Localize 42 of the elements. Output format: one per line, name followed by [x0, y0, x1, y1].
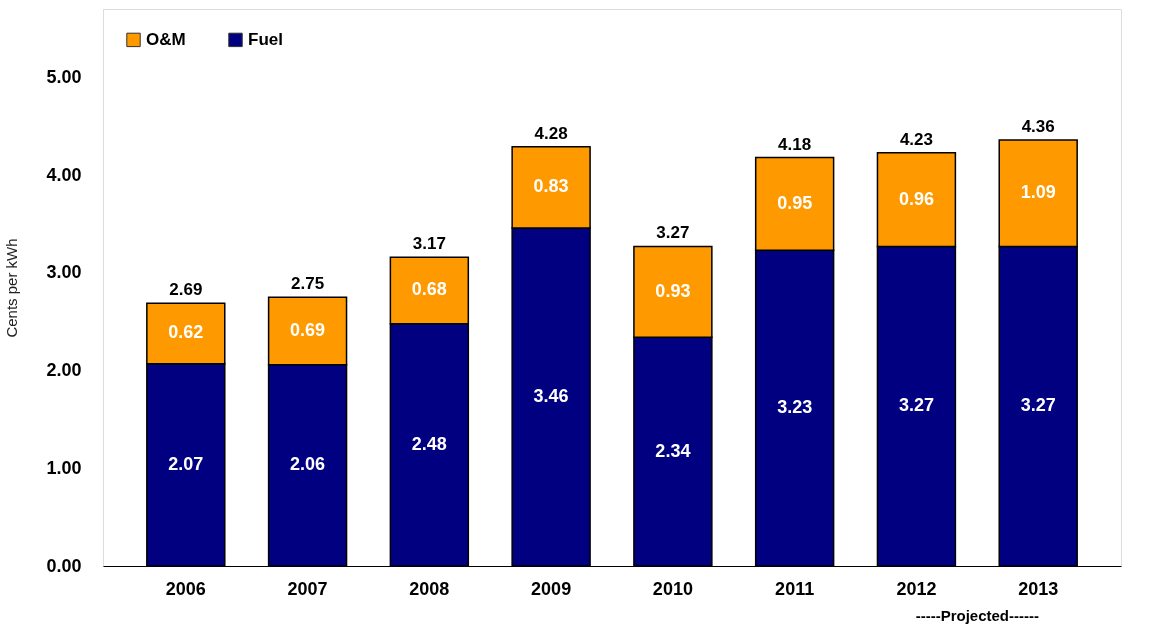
data-label: 1.09	[1020, 182, 1056, 203]
total-label: 4.23	[899, 129, 933, 149]
data-label: 3.23	[777, 397, 813, 418]
total-label: 4.28	[534, 123, 568, 143]
total-label: 4.18	[778, 134, 812, 154]
text: -----Projected------	[915, 607, 1039, 624]
legend-label: O&M	[146, 29, 186, 49]
x-tick-label: 2008	[409, 578, 450, 599]
data-label: 2.48	[411, 433, 447, 454]
data-label: 3.27	[1020, 395, 1056, 416]
y-tick-label: 4.00	[46, 164, 82, 185]
data-label: 2.06	[290, 454, 326, 475]
total-label: 3.27	[656, 223, 690, 243]
data-label: 3.27	[898, 395, 934, 416]
data-label: 0.68	[411, 279, 447, 300]
y-tick-label: 1.00	[46, 457, 82, 478]
y-tick-label: 2.00	[46, 360, 82, 381]
total-label: 4.36	[1021, 116, 1055, 136]
data-label: 3.46	[533, 385, 569, 406]
x-tick-label: 2007	[287, 578, 328, 599]
y-tick-label: 0.00	[46, 555, 82, 576]
legend-label: Fuel	[248, 29, 283, 49]
total-label: 2.69	[169, 280, 203, 300]
data-label: 0.95	[777, 192, 813, 213]
total-label: 2.75	[291, 274, 325, 294]
data-label: 0.69	[290, 319, 326, 340]
total-label: 3.17	[412, 234, 446, 254]
data-label: 0.93	[655, 280, 691, 301]
data-label: 0.83	[533, 176, 569, 197]
x-tick-label: 2009	[531, 578, 572, 599]
data-label: 0.62	[168, 322, 204, 343]
x-tick-label: 2011	[775, 578, 815, 599]
y-tick-label: 5.00	[46, 66, 82, 87]
x-tick-label: 2013	[1018, 578, 1059, 599]
data-label: 0.96	[898, 188, 934, 209]
x-tick-label: 2010	[652, 578, 693, 599]
data-label: 2.34	[655, 440, 691, 461]
y-axis-title: Cents per kWh	[3, 238, 21, 338]
y-tick-label: 3.00	[46, 262, 82, 283]
x-tick-label: 2012	[896, 578, 937, 599]
data-label: 2.07	[168, 453, 204, 474]
x-tick-label: 2006	[165, 578, 206, 599]
